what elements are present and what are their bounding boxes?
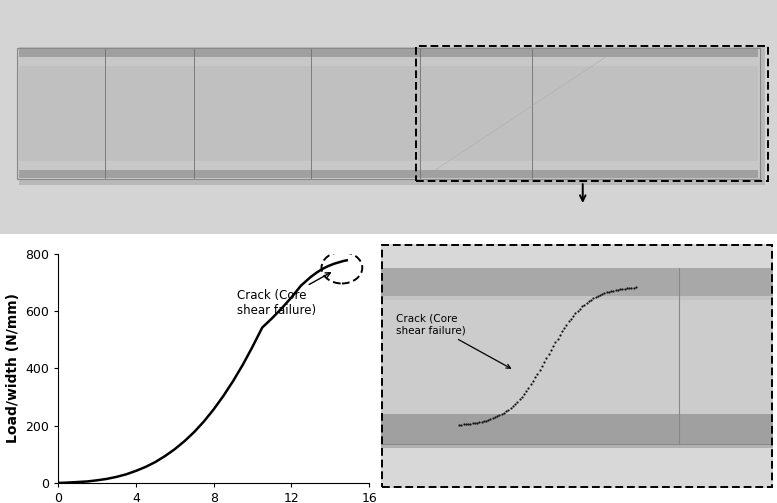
Point [585,296,598,304]
Point [623,284,636,292]
FancyBboxPatch shape [381,269,773,448]
FancyBboxPatch shape [381,300,773,414]
Point [527,377,539,385]
Point [502,405,514,413]
Point [560,320,573,328]
Point [478,417,490,425]
Point [469,419,481,427]
Point [547,342,559,350]
Point [455,421,468,429]
Point [509,400,521,408]
Point [565,314,577,322]
FancyBboxPatch shape [19,170,758,178]
Point [607,287,619,295]
Point [567,312,580,320]
FancyBboxPatch shape [19,49,758,57]
Point [609,286,622,294]
Point [520,387,532,395]
Point [482,416,494,424]
FancyBboxPatch shape [381,269,773,296]
Point [531,370,544,378]
FancyBboxPatch shape [381,269,773,444]
Point [535,362,548,370]
Point [621,284,633,292]
Point [498,408,510,416]
Point [556,327,568,336]
Point [491,412,503,421]
Point [534,366,546,374]
Point [473,418,486,426]
Point [471,418,483,427]
Point [507,402,519,410]
Point [466,420,479,428]
Point [504,404,517,412]
Point [529,373,542,381]
Point [594,291,606,299]
Point [616,285,629,293]
Point [462,420,475,428]
Point [522,384,535,392]
Point [514,395,526,403]
Point [573,304,586,312]
Point [516,392,528,400]
Point [578,300,591,308]
FancyBboxPatch shape [0,0,777,234]
Point [583,297,595,305]
Point [476,417,488,426]
Point [484,415,497,423]
Point [629,283,642,291]
Point [453,421,465,429]
Point [458,421,470,429]
Point [598,289,611,297]
Point [611,286,624,294]
Point [500,407,512,415]
Point [489,413,501,422]
Point [580,299,593,307]
Point [627,284,639,292]
Point [563,317,575,325]
FancyBboxPatch shape [19,66,758,160]
Point [601,288,613,296]
Point [545,346,557,354]
Point [549,339,562,347]
Y-axis label: Load/width (N/mm): Load/width (N/mm) [5,293,19,444]
Point [570,309,582,317]
Point [553,331,566,339]
Point [596,290,608,298]
Point [496,410,508,418]
Point [517,390,530,398]
Point [571,307,584,315]
Point [576,302,588,310]
Point [511,397,524,405]
Point [493,411,506,420]
Point [605,287,618,295]
Point [540,354,552,362]
FancyBboxPatch shape [19,47,765,185]
Point [625,284,637,292]
Point [614,285,626,293]
Point [524,380,537,388]
Point [486,414,499,423]
Point [480,416,493,425]
Point [460,420,472,428]
Point [464,420,476,428]
Point [591,292,604,300]
FancyBboxPatch shape [381,414,773,444]
Point [552,334,564,343]
Text: Crack (Core
shear failure): Crack (Core shear failure) [396,314,510,368]
Point [618,285,631,293]
FancyBboxPatch shape [17,48,760,179]
Point [589,293,601,301]
Point [542,350,555,358]
Point [558,324,570,332]
FancyBboxPatch shape [381,244,773,488]
Point [587,294,600,302]
Text: Crack (Core
shear failure): Crack (Core shear failure) [237,273,330,317]
Point [538,358,550,366]
Point [603,288,615,296]
